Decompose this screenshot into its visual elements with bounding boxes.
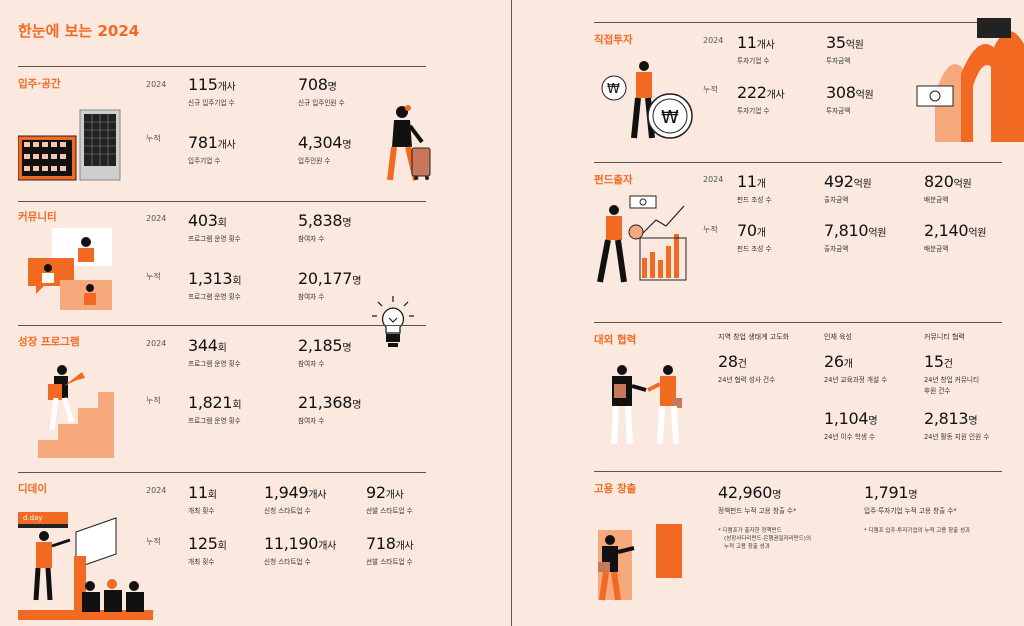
section-rule: [594, 22, 1002, 23]
section-rule: [18, 472, 426, 473]
coin-investor-illustration: ₩ ₩: [601, 61, 693, 139]
section-rule: [18, 325, 426, 326]
year-label: 2024: [703, 175, 724, 184]
money-stack-arches-illustration: [916, 18, 1024, 142]
column-header-community: 커뮤니티 협력: [924, 333, 965, 341]
footnote-policy-fund: * 디캠프가 출자한 정책펀드 (성장사다리펀드·은행권일자리펀드)의 누적 고…: [718, 528, 812, 550]
stat-dday-events-total: 125회 개최 횟수: [188, 534, 227, 566]
stat-growth-programs-total: 1,821회 프로그램 운영 횟수: [188, 393, 242, 425]
stat-policy-fund-jobs: 42,960명 정책펀드 누적 고용 창출 수*: [718, 483, 797, 515]
section-rule: [18, 201, 426, 202]
stat-community-participants: 5,838명 참여자 수: [298, 211, 352, 243]
stairs-climber-illustration: [38, 365, 114, 458]
door-entrance-illustration: [598, 524, 682, 601]
section-rule: [594, 162, 1002, 163]
stat-partnership-deals: 28건 24년 협력 성사 건수: [718, 352, 776, 384]
page-title: 한눈에 보는 2024: [18, 22, 140, 40]
column-header-talent: 인재 육성: [824, 333, 852, 341]
lightbulb-icon: [372, 296, 414, 347]
dday-presentation-illustration: [18, 517, 153, 620]
dday-sign: d.day: [18, 512, 68, 524]
stat-growth-participants-total: 21,368명 참여자 수: [298, 393, 362, 425]
cumulative-label: 누적: [146, 396, 161, 405]
stat-fund-count-total: 70개 펀드 조성 수: [737, 221, 772, 253]
stat-students-completed: 1,104명 24년 이수 학생 수: [824, 409, 878, 441]
stat-courses-opened: 26개 24년 교육과정 개설 수: [824, 352, 888, 384]
stat-company-jobs: 1,791명 입주·투자기업 누적 고용 창출 수*: [864, 483, 957, 515]
cumulative-label: 누적: [703, 85, 718, 94]
svg-text:₩: ₩: [607, 82, 620, 97]
section-title-space: 입주·공간: [18, 78, 61, 90]
cumulative-label: 누적: [703, 225, 718, 234]
year-label: 2024: [146, 214, 167, 223]
year-label: 2024: [146, 80, 167, 89]
year-label: 2024: [146, 486, 167, 495]
stat-invest-amount: 35억원 투자금액: [826, 33, 864, 65]
section-rule: [594, 471, 1002, 472]
stat-fund-count: 11개 펀드 조성 수: [737, 172, 772, 204]
year-label: 2024: [703, 36, 724, 45]
stat-community-participants-total: 20,177명 참여자 수: [298, 269, 362, 301]
page-divider: [511, 0, 512, 626]
stat-community-sponsorship: 15건 24년 창업 커뮤니티 후원 건수: [924, 352, 980, 395]
section-title-employment: 고용 창출: [594, 483, 637, 495]
stat-fund-allocation-total: 2,140억원 배분금액: [924, 221, 987, 253]
svg-text:₩: ₩: [661, 107, 679, 128]
cumulative-label: 누적: [146, 272, 161, 281]
cumulative-label: 누적: [146, 537, 161, 546]
buildings-illustration: [18, 109, 121, 181]
stat-invest-companies: 11개사 투자기업 수: [737, 33, 775, 65]
stat-dday-applicants: 1,949개사 신청 스타트업 수: [264, 483, 327, 515]
stat-new-people: 708명 신규 입주인원 수: [298, 75, 345, 107]
stat-growth-programs: 344회 프로그램 운영 횟수: [188, 336, 241, 368]
stat-new-companies: 115개사 신규 입주기업 수: [188, 75, 236, 107]
stat-fund-allocation: 820억원 배분금액: [924, 172, 972, 204]
section-rule: [594, 322, 1002, 323]
stat-dday-selected: 92개사 선발 스타트업 수: [366, 483, 413, 515]
cumulative-label: 누적: [146, 134, 161, 143]
section-title-community: 커뮤니티: [18, 211, 57, 223]
stat-fund-contribution-total: 7,810억원 출자금액: [824, 221, 887, 253]
stat-community-programs-total: 1,313회 프로그램 운영 횟수: [188, 269, 242, 301]
stat-total-people: 4,304명 입주인원 수: [298, 133, 352, 165]
section-title-fund: 펀드출자: [594, 174, 633, 186]
section-rule: [18, 66, 426, 67]
stat-dday-events: 11회 개최 횟수: [188, 483, 217, 515]
stat-total-companies: 781개사 입주기업 수: [188, 133, 236, 165]
community-chat-illustration: [28, 228, 112, 310]
stat-dday-applicants-total: 11,190개사 신청 스타트업 수: [264, 534, 336, 566]
stat-fund-contribution: 492억원 출자금액: [824, 172, 872, 204]
stat-growth-participants: 2,185명 참여자 수: [298, 336, 352, 368]
stat-community-programs: 403회 프로그램 운영 횟수: [188, 211, 241, 243]
section-title-growth: 성장 프로그램: [18, 336, 80, 348]
column-header-ecosystem: 지역 창업 생태계 고도화: [718, 333, 790, 341]
stat-dday-selected-total: 718개사 선발 스타트업 수: [366, 534, 414, 566]
fund-growth-illustration: [597, 195, 687, 283]
stat-invest-amount-total: 308억원 투자금액: [826, 83, 874, 115]
section-title-partnership: 대외 협력: [594, 334, 637, 346]
footnote-companies: * 디캠프 입주·투자기업의 누적 고용 창출 성과: [864, 528, 971, 534]
traveler-illustration: [387, 105, 431, 181]
handshake-illustration: [611, 365, 682, 445]
year-label: 2024: [146, 339, 167, 348]
section-title-dday: 디데이: [18, 483, 47, 495]
stat-invest-companies-total: 222개사 투자기업 수: [737, 83, 785, 115]
section-title-direct-investment: 직접투자: [594, 34, 633, 46]
stat-activity-supported: 2,813명 24년 활동 지원 인원 수: [924, 409, 990, 441]
